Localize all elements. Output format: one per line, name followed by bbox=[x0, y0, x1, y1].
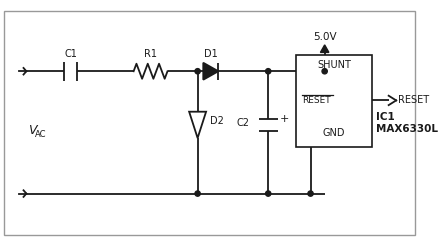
Circle shape bbox=[195, 69, 200, 74]
Text: SHUNT: SHUNT bbox=[317, 60, 351, 70]
Polygon shape bbox=[189, 112, 206, 138]
Circle shape bbox=[195, 191, 200, 196]
Circle shape bbox=[308, 191, 313, 196]
Text: IC1: IC1 bbox=[376, 112, 395, 122]
Text: R1: R1 bbox=[144, 49, 157, 59]
Text: +: + bbox=[279, 114, 289, 124]
Polygon shape bbox=[320, 45, 329, 52]
Text: AC: AC bbox=[35, 130, 46, 139]
Text: D2: D2 bbox=[210, 116, 224, 126]
Text: MAX6330L: MAX6330L bbox=[376, 124, 438, 134]
Text: GND: GND bbox=[323, 128, 345, 138]
Bar bbox=[296, 55, 372, 147]
Polygon shape bbox=[203, 63, 218, 80]
Text: 5.0V: 5.0V bbox=[313, 32, 336, 42]
Circle shape bbox=[266, 69, 271, 74]
Circle shape bbox=[266, 191, 271, 196]
Text: RESET: RESET bbox=[398, 95, 429, 106]
Text: RESET: RESET bbox=[302, 96, 331, 105]
Text: C2: C2 bbox=[236, 118, 249, 128]
Text: V: V bbox=[28, 124, 37, 137]
Text: C1: C1 bbox=[64, 49, 77, 59]
Text: D1: D1 bbox=[204, 49, 218, 59]
Circle shape bbox=[322, 69, 327, 74]
